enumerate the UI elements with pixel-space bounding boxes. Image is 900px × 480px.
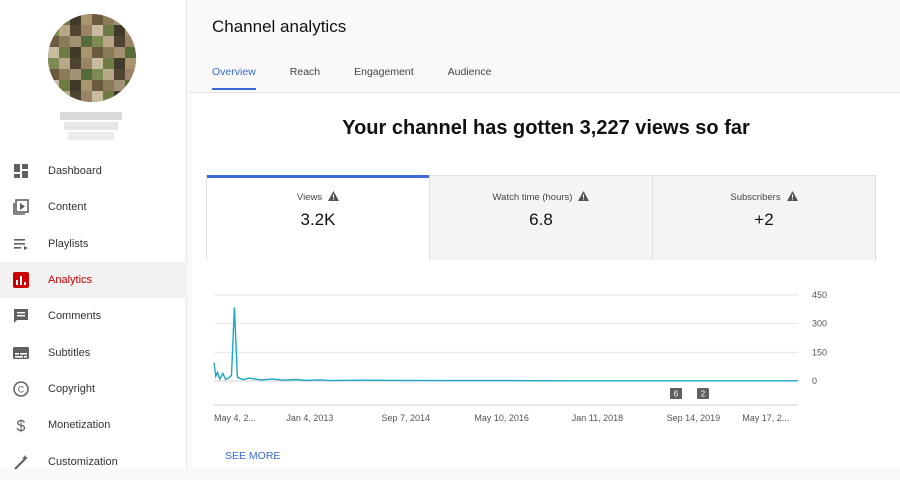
playlists-icon (12, 235, 30, 253)
metric-label-text: Subscribers (730, 192, 781, 203)
sidebar-item-label: Subtitles (48, 346, 91, 359)
metric-tabs: Views 3.2K Watch time (hours) 6.8 Subscriber… (206, 175, 876, 260)
sidebar-item-label: Dashboard (48, 165, 102, 178)
y-tick-label: 450 (812, 290, 827, 300)
page-title: Channel analytics (212, 17, 347, 36)
sidebar-item-label: Comments (48, 310, 102, 323)
sidebar-item-customization[interactable]: Customization (0, 443, 187, 479)
svg-text:$: $ (17, 418, 26, 434)
annotation-marker (697, 388, 709, 399)
sidebar-item-copyright[interactable]: C Copyright (0, 371, 187, 407)
views-series-line (213, 307, 798, 382)
dashboard-icon (12, 162, 30, 180)
annotation-marker (670, 388, 682, 399)
sidebar-item-label: Playlists (48, 237, 89, 250)
warning-icon (328, 191, 340, 204)
metric-value: 3.2K (300, 210, 336, 229)
x-tick-label: May 17, 2... (742, 413, 789, 423)
monetization-icon: $ (12, 416, 30, 435)
sidebar-item-subtitles[interactable]: Subtitles (0, 334, 187, 370)
x-tick-label: Sep 7, 2014 (381, 413, 430, 423)
sidebar-item-comments[interactable]: Comments (0, 298, 187, 334)
sidebar-item-playlists[interactable]: Playlists (0, 226, 187, 262)
sidebar-item-monetization[interactable]: $ Monetization (0, 407, 187, 443)
metric-tab-subscribers[interactable]: Subscribers +2 (652, 176, 875, 260)
sidebar-item-analytics[interactable]: Analytics (0, 261, 187, 299)
channel-avatar[interactable] (48, 14, 136, 102)
sidebar-item-label: Copyright (48, 382, 96, 395)
tab-engagement[interactable]: Engagement (354, 66, 414, 78)
main-content: Channel analytics Overview Reach Engagemen… (188, 0, 900, 468)
metric-value: +2 (754, 210, 774, 229)
x-tick-label: Jan 11, 2018 (572, 413, 623, 423)
channel-name-redacted (60, 112, 122, 142)
sidebar-item-dashboard[interactable]: Dashboard (0, 153, 187, 189)
warning-icon (578, 191, 590, 204)
analytics-tabs: Overview Reach Engagement Audience (212, 66, 525, 91)
tab-audience[interactable]: Audience (447, 66, 492, 78)
x-tick-label: Sep 14, 2019 (667, 413, 721, 423)
sidebar-item-label: Customization (48, 455, 118, 468)
views-headline: Your channel has gotten 3,227 views so f… (342, 117, 750, 139)
x-tick-label: Jan 4, 2013 (286, 413, 333, 423)
y-tick-label: 300 (812, 319, 827, 329)
sidebar: Dashboard Content Playlists Analytics Commen… (0, 0, 187, 470)
metric-value: 6.8 (529, 210, 553, 229)
customization-icon (12, 453, 30, 471)
views-chart: 450 300 150 0 May 4, 2... Jan 4, 2013 Sep 7, 2… (206, 283, 896, 443)
see-more-link[interactable]: SEE MORE (225, 450, 281, 462)
subtitles-icon (12, 344, 30, 362)
metric-label-text: Views (296, 192, 323, 203)
x-tick-label: May 4, 2... (214, 413, 256, 423)
tab-overview[interactable]: Overview (212, 66, 256, 91)
header-divider (188, 92, 900, 93)
metric-tab-watch-time-hours[interactable]: Watch time (hours) 6.8 (429, 176, 652, 260)
annotation-marker-label: 2 (701, 390, 706, 399)
content-icon (12, 198, 30, 216)
x-tick-label: May 10, 2016 (474, 413, 529, 423)
warning-icon (786, 191, 798, 204)
copyright-icon: C (12, 380, 30, 398)
y-tick-label: 0 (812, 376, 817, 386)
analytics-icon (12, 271, 30, 289)
metric-label: Watch time (hours) (430, 191, 652, 204)
sidebar-item-content[interactable]: Content (0, 189, 187, 225)
tab-reach[interactable]: Reach (289, 66, 321, 78)
annotation-marker-label: 6 (674, 390, 679, 399)
metric-label: Views (207, 191, 429, 204)
sidebar-item-label: Analytics (48, 274, 93, 287)
sidebar-item-label: Content (48, 201, 87, 214)
sidebar-nav: Dashboard Content Playlists Analytics Commen… (0, 153, 187, 480)
overview-card: Your channel has gotten 3,227 views so f… (192, 93, 900, 468)
y-tick-label: 150 (812, 347, 827, 357)
svg-text:C: C (18, 384, 25, 394)
comments-icon (12, 307, 30, 325)
metric-label-text: Watch time (hours) (492, 192, 573, 203)
sidebar-item-label: Monetization (48, 419, 111, 432)
views-line-chart: 450 300 150 0 May 4, 2... Jan 4, 2013 Sep 7, 2… (213, 290, 827, 423)
metric-tab-views[interactable]: Views 3.2K (207, 175, 429, 260)
metric-label: Subscribers (653, 191, 875, 204)
